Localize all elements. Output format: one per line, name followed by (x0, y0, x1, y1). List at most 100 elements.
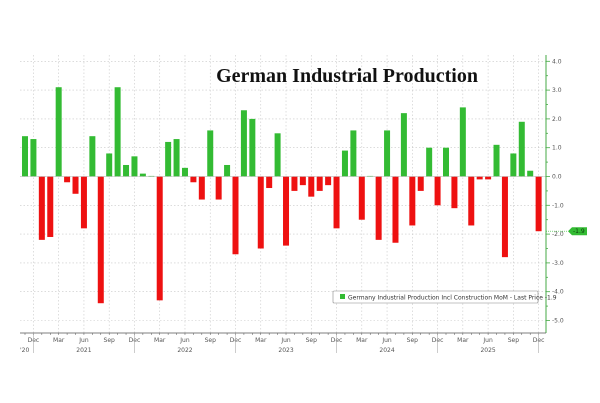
bar-jul-2023 (291, 176, 298, 191)
bar-oct-2025 (518, 121, 525, 177)
x-tick-label: Jun (482, 337, 493, 344)
bar-jun-2024 (384, 130, 391, 177)
y-tick-label: -3.0 (552, 260, 564, 267)
y-tick-label: 4.0 (552, 58, 562, 65)
x-year-label: 2023 (278, 347, 293, 354)
x-year-label: '20 (20, 347, 29, 354)
bar-may-2021 (72, 176, 79, 194)
bar-oct-2023 (316, 176, 323, 191)
bar-nov-2022 (224, 164, 231, 177)
bar-sep-2021 (106, 153, 113, 177)
x-tick-label: Jun (179, 337, 190, 344)
x-axis: Dec Mar Jun Sep Dec Mar Jun Sep Dec Mar Jun Sep Dec M… (20, 332, 546, 354)
bar-apr-2025 (468, 176, 475, 226)
y-tick-label: 0.0 (552, 174, 562, 181)
x-tick-label: Jun (78, 337, 89, 344)
legend-swatch (340, 294, 345, 299)
bar-sep-2023 (308, 176, 315, 197)
bar-feb-2022 (148, 175, 155, 177)
bar-mar-2023 (257, 176, 264, 249)
bar-mar-2025 (459, 107, 466, 177)
bar-aug-2024 (400, 113, 407, 177)
x-tick-label: Mar (154, 337, 166, 344)
bar-dec-2020 (30, 139, 37, 177)
x-year-label: 2022 (177, 347, 192, 354)
last-price-marker: -1.9 (546, 227, 587, 236)
bar-aug-2021 (97, 176, 104, 304)
bar-nov-2021 (123, 164, 130, 177)
bar-oct-2022 (215, 176, 222, 200)
bar-may-2025 (476, 176, 483, 180)
bar-oct-2024 (417, 176, 424, 191)
bar-jan-2024 (341, 150, 348, 177)
bar-jun-2023 (283, 176, 290, 246)
bars (22, 87, 542, 304)
x-tick-label: Jun (280, 337, 291, 344)
legend: Germany Industrial Production Incl Const… (332, 290, 557, 304)
bar-may-2022 (173, 139, 180, 177)
bar-mar-2021 (55, 87, 62, 177)
bar-apr-2023 (266, 176, 273, 189)
y-tick-label: 1.0 (552, 145, 562, 152)
x-tick-label: Sep (306, 337, 318, 344)
y-axis: 4.0 3.0 2.0 1.0 0.0 -1.0 -2.0 -3.0 -4.0 -5.0 (545, 55, 564, 333)
bar-apr-2024 (367, 175, 374, 177)
y-tick-label: -4.0 (552, 289, 564, 296)
bar-oct-2021 (114, 87, 121, 177)
y-tick-label: -1.0 (552, 202, 564, 209)
bar-dec-2022 (232, 176, 239, 255)
y-tick-label: 3.0 (552, 87, 562, 94)
bar-sep-2024 (409, 176, 416, 226)
bar-feb-2021 (47, 176, 54, 237)
bar-jan-2022 (139, 173, 146, 177)
bar-jan-2025 (443, 147, 449, 177)
legend-entry: Germany Industrial Production Incl Const… (348, 295, 557, 302)
x-tick-label: Sep (104, 337, 116, 344)
bar-sep-2025 (510, 153, 517, 177)
y-tick-label: -2.0 (552, 231, 564, 238)
bar-aug-2023 (299, 176, 306, 186)
bar-dec-2021 (131, 156, 138, 177)
bar-dec-2023 (333, 176, 340, 229)
x-tick-label: Mar (356, 337, 368, 344)
bar-may-2024 (375, 176, 382, 240)
bar-jul-2024 (392, 176, 399, 243)
bar-nov-2024 (426, 147, 433, 177)
y-tick-label: 2.0 (552, 116, 562, 123)
x-tick-label: Mar (255, 337, 267, 344)
last-price-tag (568, 227, 587, 236)
last-price-label: -1.9 (573, 228, 585, 235)
x-year-label: 2021 (76, 347, 91, 354)
bar-apr-2022 (165, 141, 172, 177)
bar-aug-2025 (501, 176, 508, 258)
y-tick-label: -5.0 (552, 318, 564, 325)
bar-sep-2022 (207, 130, 214, 177)
bar-dec-2025 (535, 176, 542, 232)
bar-feb-2023 (249, 118, 256, 177)
bar-jan-2023 (240, 110, 247, 177)
x-tick-label: Mar (53, 337, 65, 344)
bar-feb-2025 (451, 176, 458, 209)
bar-jun-2025 (485, 176, 492, 180)
x-tick-label: Sep (508, 337, 520, 344)
x-tick-label: Sep (205, 337, 217, 344)
bar-apr-2021 (64, 176, 71, 183)
bar-jan-2021 (38, 176, 45, 240)
bar-nov-2025 (527, 170, 534, 177)
bar-mar-2022 (156, 176, 163, 301)
bar-dec-2024 (434, 176, 441, 206)
bar-aug-2022 (198, 176, 205, 200)
bar-feb-2024 (350, 130, 357, 177)
bar-jun-2022 (181, 167, 188, 177)
bar-nov-2020 (22, 136, 28, 177)
x-tick-label: Mar (457, 337, 469, 344)
x-tick-label: Sep (407, 337, 419, 344)
bar-may-2023 (274, 133, 281, 177)
chart-title: German Industrial Production (216, 65, 478, 87)
bar-nov-2023 (325, 176, 332, 186)
bar-jun-2021 (80, 176, 87, 229)
bar-jul-2025 (493, 144, 500, 177)
bar-jul-2022 (190, 176, 197, 183)
bar-jul-2021 (89, 136, 96, 177)
